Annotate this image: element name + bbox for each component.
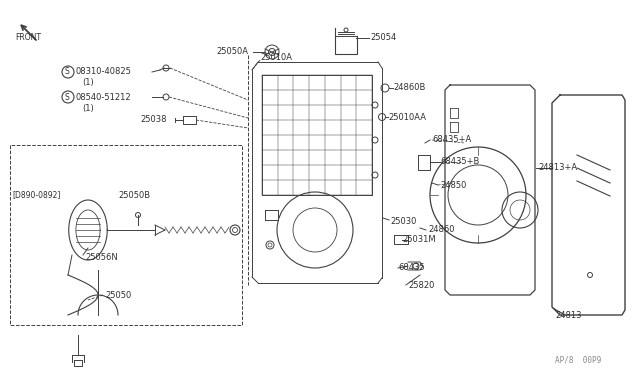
- Text: 24860: 24860: [428, 225, 454, 234]
- Text: 25030: 25030: [390, 218, 417, 227]
- Text: AP/8  00P9: AP/8 00P9: [555, 356, 601, 365]
- Text: 24813: 24813: [555, 311, 582, 320]
- Text: S: S: [65, 67, 69, 77]
- Text: 68435+B: 68435+B: [440, 157, 479, 167]
- Text: 25010AA: 25010AA: [388, 112, 426, 122]
- Text: 25056N: 25056N: [85, 253, 118, 263]
- Text: 68435: 68435: [398, 263, 424, 273]
- Text: 25054: 25054: [370, 33, 396, 42]
- Text: FRONT: FRONT: [15, 33, 41, 42]
- Text: 68435+A: 68435+A: [432, 135, 471, 144]
- Text: 24813+A: 24813+A: [538, 164, 577, 173]
- Text: (1): (1): [82, 103, 93, 112]
- Text: [D890-0892]: [D890-0892]: [12, 190, 60, 199]
- Text: 25820: 25820: [408, 280, 435, 289]
- Text: 24850: 24850: [440, 180, 467, 189]
- Text: 25050: 25050: [105, 291, 131, 299]
- Text: 25031M: 25031M: [402, 235, 436, 244]
- Text: 25050A: 25050A: [216, 48, 248, 57]
- Text: 08540-51212: 08540-51212: [76, 93, 132, 102]
- Text: (1): (1): [82, 78, 93, 87]
- Text: 25010A: 25010A: [260, 54, 292, 62]
- Text: 25038: 25038: [140, 115, 166, 125]
- Text: 24860B: 24860B: [393, 83, 426, 93]
- Text: 25050B: 25050B: [118, 190, 150, 199]
- Text: 08310-40825: 08310-40825: [76, 67, 132, 77]
- Text: S: S: [65, 93, 69, 102]
